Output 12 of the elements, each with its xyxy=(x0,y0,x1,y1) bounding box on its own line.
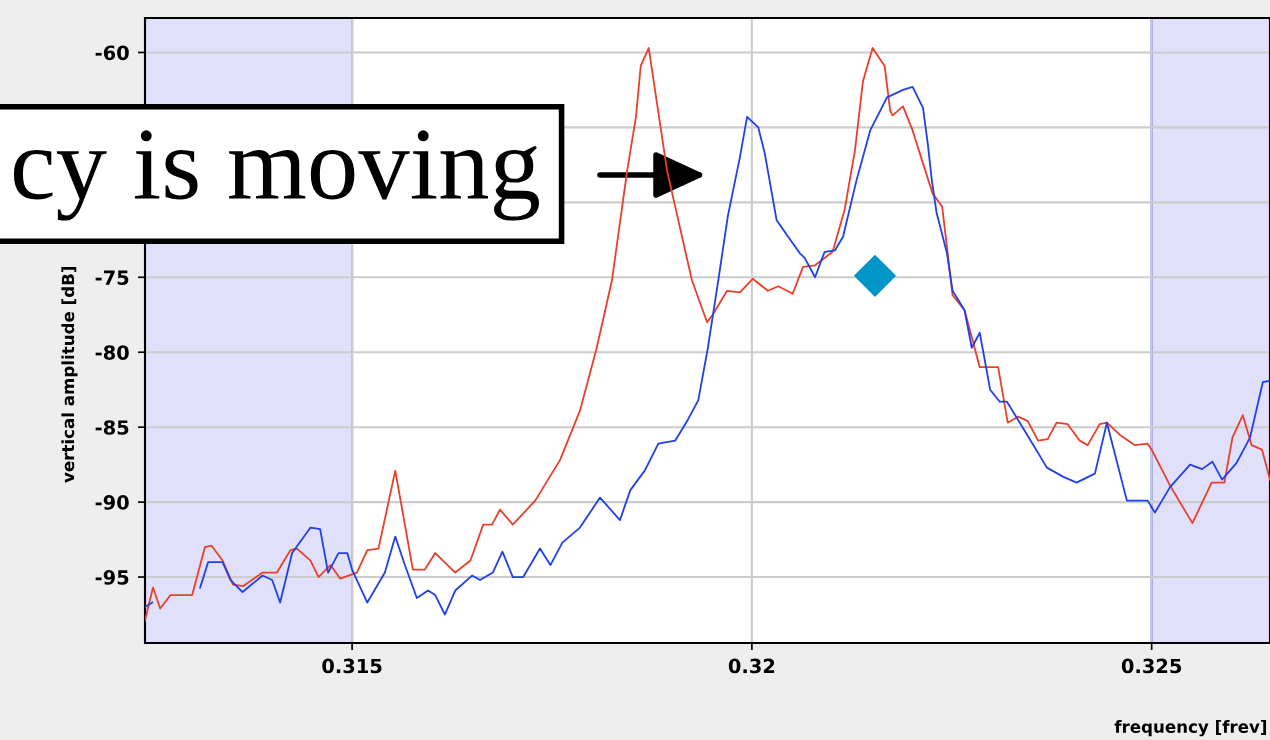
x-tick-label: 0.32 xyxy=(728,658,775,674)
annotation: cy is moving xyxy=(13,130,540,221)
y-tick-label: -90 xyxy=(95,495,129,510)
y-tick-label: -80 xyxy=(95,345,129,360)
y-tick-label: -75 xyxy=(95,270,129,285)
x-axis-title: frequency [frev] xyxy=(1114,720,1267,737)
x-tick-label: 0.315 xyxy=(322,658,382,674)
y-tick-label: -85 xyxy=(95,420,129,435)
y-tick-label: -95 xyxy=(95,570,129,585)
y-tick-label: -60 xyxy=(95,45,129,61)
x-tick-label: 0.325 xyxy=(1121,658,1182,674)
y-axis-title: vertical amplitude [dB] xyxy=(61,266,78,483)
